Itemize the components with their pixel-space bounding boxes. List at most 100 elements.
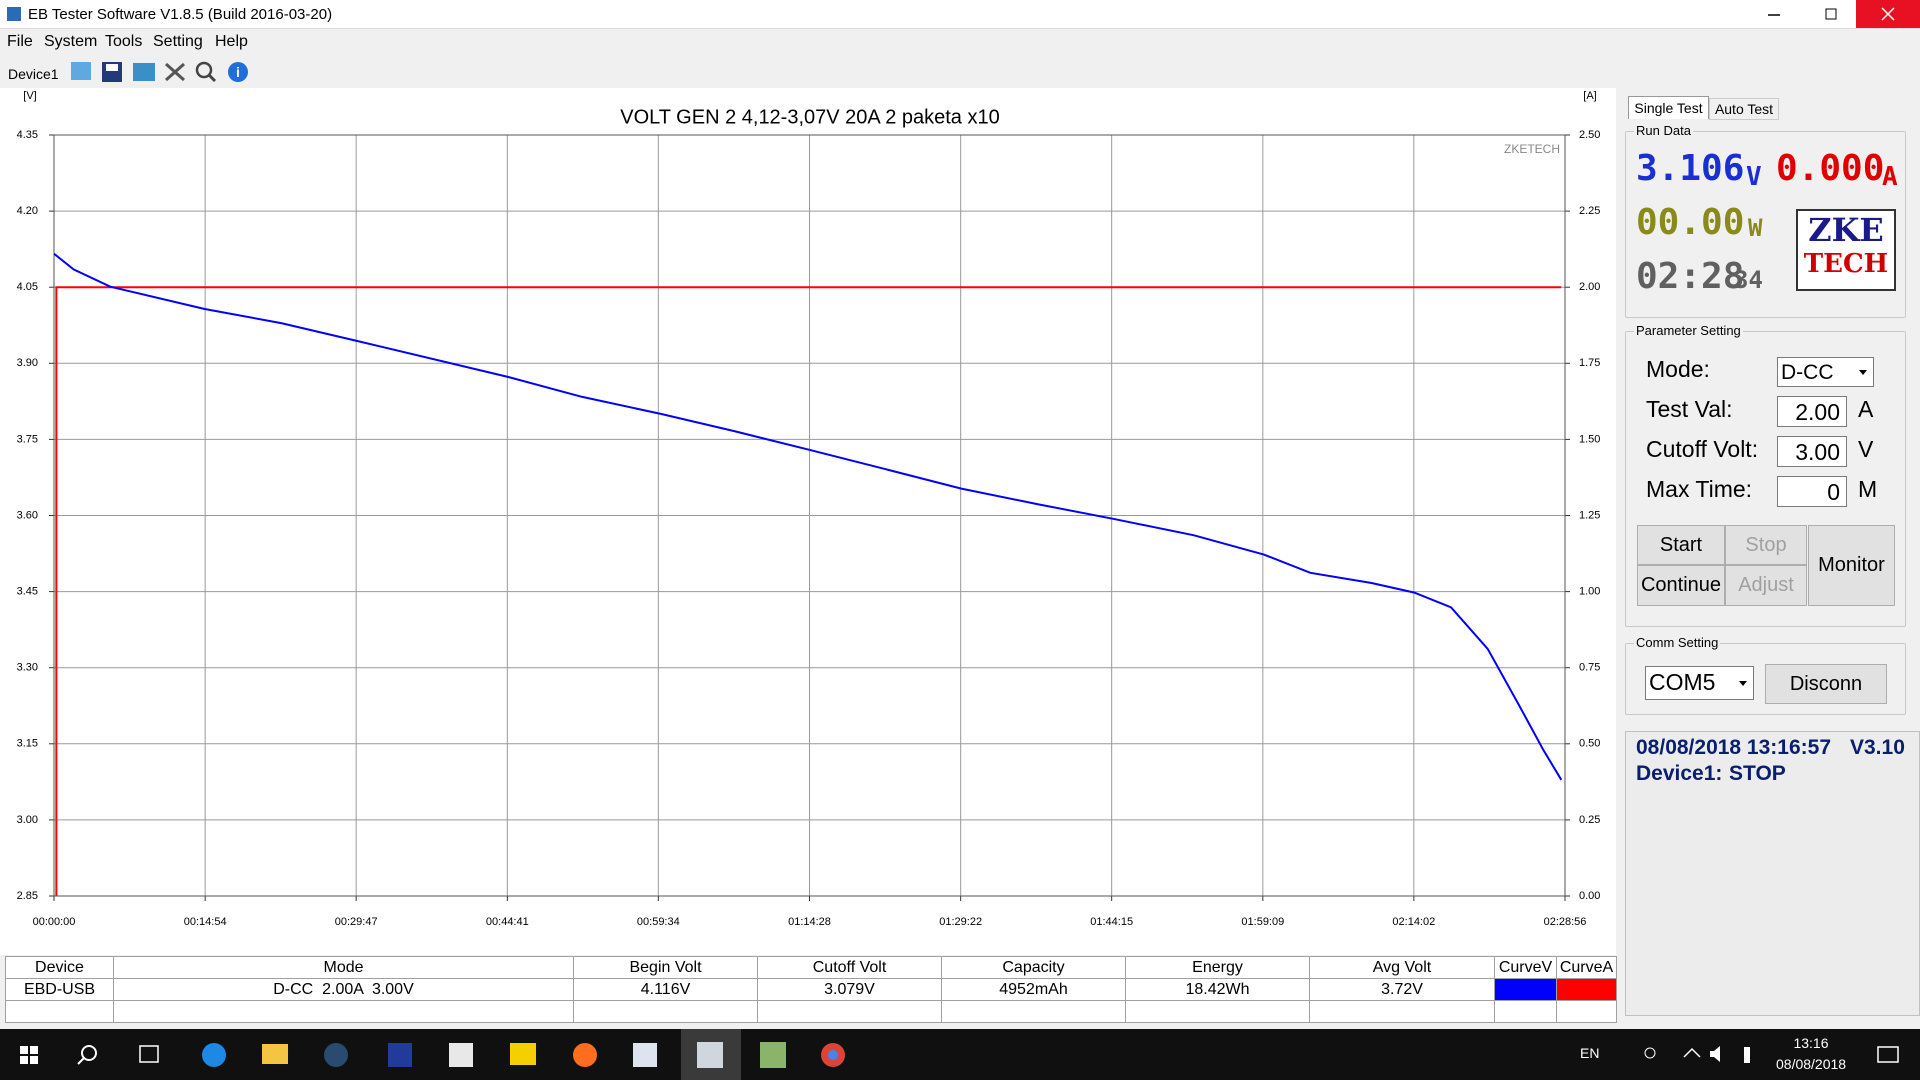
- adjust-button: Adjust: [1725, 565, 1807, 606]
- menu-item[interactable]: Setting: [153, 33, 203, 50]
- table-header: Cutoff Volt: [757, 956, 942, 979]
- menu-item[interactable]: Tools: [105, 33, 143, 50]
- port-value: COM5: [1649, 669, 1716, 695]
- dropdown-arrow: [1739, 681, 1747, 686]
- y-tick-label: 4.20: [17, 205, 38, 217]
- param-label: Max Time:: [1646, 476, 1753, 502]
- param-unit: A: [1858, 396, 1874, 422]
- table-header: CurveA: [1556, 956, 1617, 979]
- dropdown-arrow: [1859, 370, 1867, 375]
- chart-title: VOLT GEN 2 4,12-3,07V 20A 2 paketa x10: [620, 106, 1000, 128]
- x-tick-label: 01:14:28: [788, 916, 831, 928]
- y2-tick-label: 0.00: [1579, 890, 1600, 902]
- run-data-group: Run Data 3.106 V 0.000 A 00.00 W 02:28 3…: [1625, 123, 1906, 318]
- x-tick-label: 01:44:15: [1090, 916, 1133, 928]
- tab[interactable]: Single Test: [1628, 96, 1709, 119]
- mode-select[interactable]: D-CC: [1777, 357, 1874, 387]
- y-tick-label: 3.90: [17, 357, 38, 369]
- port-select[interactable]: COM5: [1645, 666, 1754, 700]
- window-controls[interactable]: [1738, 0, 1920, 28]
- start-button[interactable]: Start: [1637, 525, 1725, 565]
- language[interactable]: EN: [1580, 1045, 1600, 1061]
- group-title: Comm Setting: [1634, 635, 1721, 650]
- curve-color-cell: [1556, 978, 1617, 1001]
- y2-tick-label: 1.00: [1579, 586, 1600, 598]
- logo-text: ZKE: [1808, 211, 1884, 249]
- parameter-group: Parameter Setting Mode: D-CC Test Val: 2…: [1625, 323, 1906, 627]
- y-tick-label: 3.60: [17, 509, 38, 521]
- y-tick-label: 3.75: [17, 433, 38, 445]
- data-line: [53, 252, 1563, 781]
- y-tick-label: 2.85: [17, 890, 38, 902]
- right-panel: Single Test Auto Test: [1619, 88, 1920, 1029]
- voltage-display: 3.106: [1636, 148, 1745, 189]
- tab[interactable]: Auto Test: [1709, 98, 1779, 120]
- x-tick-label: 00:14:54: [184, 916, 227, 928]
- y2-tick-label: 2.25: [1579, 205, 1600, 217]
- table-header: Mode: [113, 956, 574, 979]
- menu-item[interactable]: System: [44, 33, 98, 50]
- y-tick-label: 3.30: [17, 662, 38, 674]
- y-tick-label: 3.45: [17, 586, 38, 598]
- y2-axis-label: [A]: [1583, 90, 1596, 102]
- taskbar: EN 13:16 08/08/2018: [0, 1029, 1920, 1080]
- y2-tick-label: 1.50: [1579, 433, 1600, 445]
- table-header: Capacity: [941, 956, 1126, 979]
- param-label: Cutoff Volt:: [1646, 436, 1759, 462]
- table-cell: EBD-USB: [5, 978, 114, 1001]
- plot-frame: [53, 134, 1566, 897]
- table-cell: D-CC 2.00A 3.00V: [113, 978, 574, 1001]
- app-icon: [7, 7, 21, 21]
- current-display: 0.000: [1776, 148, 1885, 189]
- param-input[interactable]: 3.00: [1777, 436, 1847, 467]
- y2-tick-label: 1.75: [1579, 357, 1600, 369]
- tray-icons[interactable]: [1640, 1041, 1910, 1069]
- y-tick-label: 4.05: [17, 281, 38, 293]
- comm-group: Comm Setting COM5 Disconn: [1625, 635, 1906, 715]
- table-cell: 4952mAh: [941, 978, 1126, 1001]
- x-tick-label: 00:59:34: [637, 916, 680, 928]
- mode-value: D-CC: [1781, 361, 1834, 384]
- group-title: Run Data: [1634, 123, 1693, 138]
- param-input[interactable]: 0: [1777, 476, 1847, 507]
- toolbar-icons[interactable]: i: [68, 58, 268, 86]
- x-tick-label: 02:28:56: [1544, 916, 1587, 928]
- logo: ZKE TECH: [1796, 209, 1896, 291]
- param-input[interactable]: 2.00: [1777, 396, 1847, 427]
- watermark: ZKETECH: [1504, 142, 1560, 156]
- clock-date[interactable]: 08/08/2018: [1776, 1056, 1847, 1072]
- chart-background: [0, 88, 1616, 955]
- title-bar: EB Tester Software V1.8.5 (Build 2016-03…: [0, 0, 1920, 29]
- table-header: Device: [5, 956, 114, 979]
- y-tick-label: 3.00: [17, 814, 38, 826]
- y-tick-label: 4.35: [17, 129, 38, 141]
- device-tab[interactable]: Device1: [8, 66, 59, 82]
- menu-item[interactable]: File: [7, 33, 33, 50]
- curve-color-cell: [1494, 978, 1557, 1001]
- table-cell: 3.079V: [757, 978, 942, 1001]
- logo-text: TECH: [1803, 249, 1889, 279]
- voltage-unit: V: [1746, 162, 1762, 192]
- taskbar-icons[interactable]: [0, 1029, 880, 1080]
- param-label: Test Val:: [1646, 396, 1733, 422]
- menu-item[interactable]: Help: [215, 33, 248, 50]
- time-seconds: 34: [1734, 266, 1763, 294]
- continue-button[interactable]: Continue: [1637, 565, 1725, 606]
- monitor-button[interactable]: Monitor: [1808, 525, 1895, 606]
- y-tick-label: 3.15: [17, 738, 38, 750]
- x-tick-label: 00:29:47: [335, 916, 378, 928]
- param-unit: M: [1858, 476, 1878, 502]
- status-state: STOP: [1729, 762, 1786, 785]
- x-tick-label: 00:00:00: [33, 916, 76, 928]
- status-datetime: 08/08/2018 13:16:57: [1636, 736, 1831, 759]
- disconnect-button[interactable]: Disconn: [1765, 664, 1887, 704]
- param-label: Mode:: [1646, 356, 1710, 382]
- x-tick-label: 01:59:09: [1241, 916, 1284, 928]
- x-tick-label: 01:29:22: [939, 916, 982, 928]
- group-title: Parameter Setting: [1634, 323, 1743, 338]
- data-line: [55, 286, 1562, 896]
- table-cell: 3.72V: [1309, 978, 1495, 1001]
- status-device: Device1:: [1636, 762, 1723, 785]
- clock-time[interactable]: 13:16: [1793, 1035, 1829, 1051]
